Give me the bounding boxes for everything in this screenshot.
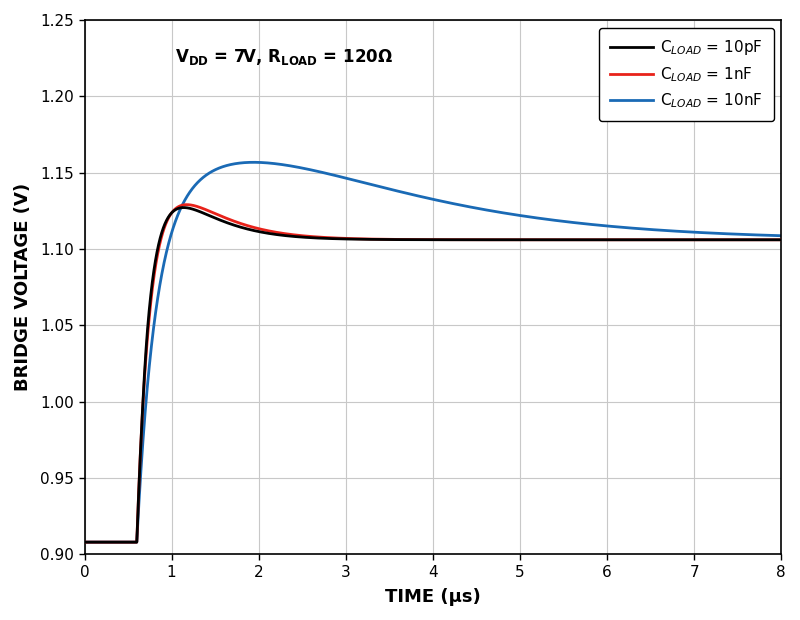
C$_{LOAD}$ = 1nF xyxy=(373,236,382,243)
C$_{LOAD}$ = 10pF xyxy=(777,236,786,244)
C$_{LOAD}$ = 1nF xyxy=(378,236,388,243)
C$_{LOAD}$ = 1nF xyxy=(586,236,596,244)
Legend: C$_{LOAD}$ = 10pF, C$_{LOAD}$ = 1nF, C$_{LOAD}$ = 10nF: C$_{LOAD}$ = 10pF, C$_{LOAD}$ = 1nF, C$_… xyxy=(599,27,774,121)
C$_{LOAD}$ = 10pF xyxy=(373,236,382,243)
C$_{LOAD}$ = 1nF xyxy=(721,236,730,244)
C$_{LOAD}$ = 10pF xyxy=(721,236,730,244)
C$_{LOAD}$ = 10nF xyxy=(373,182,382,190)
C$_{LOAD}$ = 10pF xyxy=(586,236,596,244)
C$_{LOAD}$ = 10nF xyxy=(586,221,596,228)
Line: C$_{LOAD}$ = 1nF: C$_{LOAD}$ = 1nF xyxy=(85,205,782,542)
C$_{LOAD}$ = 10pF xyxy=(755,236,765,244)
C$_{LOAD}$ = 10nF xyxy=(721,230,730,237)
C$_{LOAD}$ = 1nF xyxy=(755,236,765,244)
C$_{LOAD}$ = 1nF xyxy=(777,236,786,244)
C$_{LOAD}$ = 10pF xyxy=(378,236,388,243)
C$_{LOAD}$ = 10pF xyxy=(80,538,90,546)
X-axis label: TIME (μs): TIME (μs) xyxy=(385,588,481,606)
Y-axis label: BRIDGE VOLTAGE (V): BRIDGE VOLTAGE (V) xyxy=(14,183,32,391)
C$_{LOAD}$ = 10pF xyxy=(179,204,189,211)
C$_{LOAD}$ = 10nF xyxy=(411,192,421,199)
Line: C$_{LOAD}$ = 10pF: C$_{LOAD}$ = 10pF xyxy=(85,208,782,542)
C$_{LOAD}$ = 10nF xyxy=(378,184,388,191)
C$_{LOAD}$ = 1nF xyxy=(182,201,191,208)
C$_{LOAD}$ = 10nF xyxy=(80,538,90,546)
C$_{LOAD}$ = 10pF xyxy=(411,236,421,244)
C$_{LOAD}$ = 10nF xyxy=(777,232,786,239)
Text: $\bf{V_{DD}}$ = 7V, $\bf{R_{LOAD}}$ = 120$\bf{\Omega}$: $\bf{V_{DD}}$ = 7V, $\bf{R_{LOAD}}$ = 12… xyxy=(175,46,393,66)
Line: C$_{LOAD}$ = 10nF: C$_{LOAD}$ = 10nF xyxy=(85,162,782,542)
C$_{LOAD}$ = 10nF xyxy=(249,159,258,166)
C$_{LOAD}$ = 10nF xyxy=(755,231,765,239)
C$_{LOAD}$ = 1nF xyxy=(411,236,421,243)
C$_{LOAD}$ = 1nF xyxy=(80,538,90,546)
